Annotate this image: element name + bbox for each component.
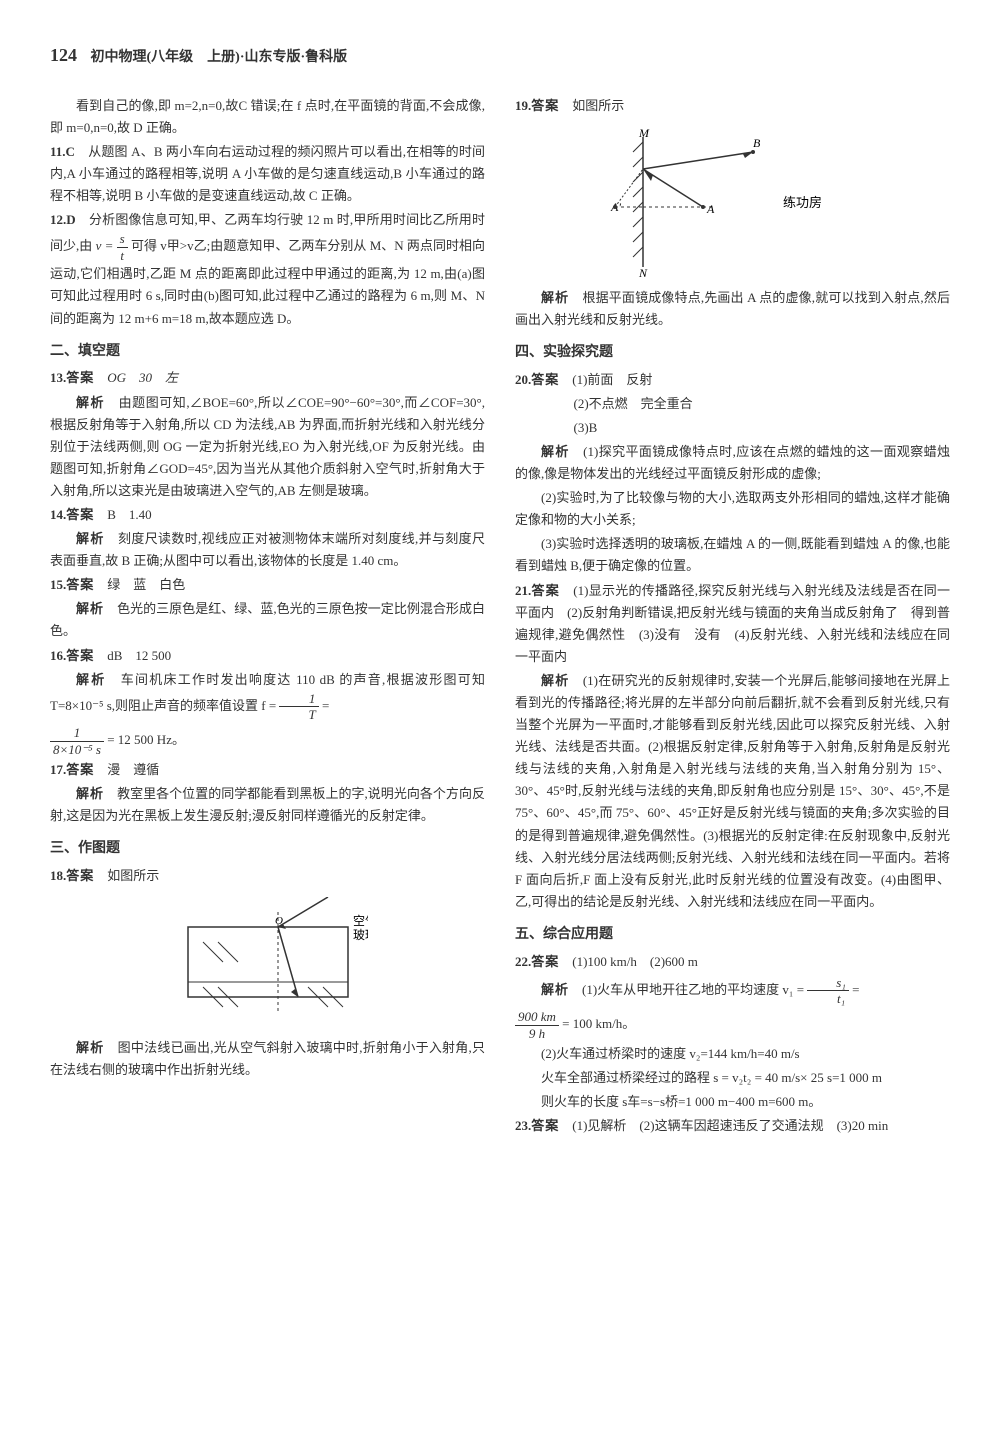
q20-num: 20. xyxy=(515,372,531,387)
q14-ex-text: 刻度尺读数时,视线应正对被测物体末端所对刻度线,并与刻度尺表面垂直,故 B 正确… xyxy=(50,531,485,568)
q23: 23.答案 (1)见解析 (2)这辆车因超速违反了交通法规 (3)20 min xyxy=(515,1115,950,1137)
q21: 21.答案 (1)显示光的传播路径,探究反射光线与入射光线及法线是否在同一平面内… xyxy=(515,580,950,668)
q19-num: 19. xyxy=(515,98,531,113)
q18-explain: 解析 图中法线已画出,光从空气斜射入玻璃中时,折射角小于入射角,只在法线右侧的玻… xyxy=(50,1037,485,1081)
section-draw: 三、作图题 xyxy=(50,837,485,861)
q12-num: 12.D xyxy=(50,212,76,227)
q14-ans: B 1.40 xyxy=(94,507,151,522)
header-title: 初中物理(八年级 上册)·山东专版·鲁科版 xyxy=(91,50,348,65)
q19: 19.答案 如图所示 xyxy=(515,95,950,117)
q20-ex2: (2)实验时,为了比较像与物的大小,选取两支外形相同的蜡烛,这样才能确定像和物的… xyxy=(515,487,950,531)
explain-label: 解析 xyxy=(76,395,105,410)
q22-ex-a: (1)火车从甲地开往乙地的平均速度 v₁ = xyxy=(569,982,807,997)
q18: 18.答案 如图所示 xyxy=(50,865,485,887)
q18-ex-text: 图中法线已画出,光从空气斜射入玻璃中时,折射角小于入射角,只在法线右侧的玻璃中作… xyxy=(50,1040,485,1077)
q13-ex-text: 由题图可知,∠BOE=60°,所以∠COE=90°−60°=30°,而∠COF=… xyxy=(50,395,485,498)
q13: 13.答案 OG 30 左 xyxy=(50,367,485,389)
q11: 11.C 从题图 A、B 两小车向右运动过程的频闪照片可以看出,在相等的时间内,… xyxy=(50,141,485,207)
q19-explain: 解析 根据平面镜成像特点,先画出 A 点的虚像,就可以找到入射点,然后画出入射光… xyxy=(515,287,950,331)
q20: 20.答案 (1)前面 反射 xyxy=(515,369,950,391)
section-exp: 四、实验探究题 xyxy=(515,341,950,365)
q19-figure: M N A' A B 练功房 xyxy=(515,127,950,277)
q17-num: 17. xyxy=(50,762,66,777)
q21-ans: (1)显示光的传播路径,探究反射光线与入射光线及法线是否在同一平面内 (2)反射… xyxy=(515,583,950,664)
main-columns: 看到自己的像,即 m=2,n=0,故C 错误;在 f 点时,在平面镜的背面,不会… xyxy=(50,95,950,1140)
q20-explain: 解析 (1)探究平面镜成像特点时,应该在点燃的蜡烛的这一面观察蜡烛的像,像是物体… xyxy=(515,441,950,485)
q20-ex3: (3)实验时选择透明的玻璃板,在蜡烛 A 的一侧,既能看到蜡烛 A 的像,也能看… xyxy=(515,533,950,577)
q18-ans: 如图所示 xyxy=(94,868,159,883)
svg-text:N: N xyxy=(638,266,648,277)
q16-eq: 18×10⁻⁵ s = 12 500 Hz。 xyxy=(50,725,485,757)
q16-ex-a: 车间机床工作时发出响度达 110 dB 的声音,根据波形图可知 T=8×10⁻⁵… xyxy=(50,672,485,713)
refraction-diagram: O 空气 玻璃 xyxy=(168,897,368,1027)
section-fill: 二、填空题 xyxy=(50,340,485,364)
q15-ans: 绿 蓝 白色 xyxy=(94,577,185,592)
q11-num: 11.C xyxy=(50,144,75,159)
page-number: 124 xyxy=(50,45,77,65)
q15: 15.答案 绿 蓝 白色 xyxy=(50,574,485,596)
q17-ex-text: 教室里各个位置的同学都能看到黑板上的字,说明光向各个方向反射,这是因为光在黑板上… xyxy=(50,786,485,823)
svg-text:玻璃: 玻璃 xyxy=(353,928,368,942)
q16-ans: dB 12 500 xyxy=(94,648,171,663)
page-header: 124 初中物理(八年级 上册)·山东专版·鲁科版 xyxy=(50,40,950,71)
q22-eq: 900 km9 h = 100 km/h。 xyxy=(515,1009,950,1041)
mirror-diagram: M N A' A B 练功房 xyxy=(603,127,863,277)
q14-explain: 解析 刻度尺读数时,视线应正对被测物体末端所对刻度线,并与刻度尺表面垂直,故 B… xyxy=(50,528,485,572)
q19-ans: 如图所示 xyxy=(559,98,624,113)
q20-ans2: (2)不点燃 完全重合 xyxy=(515,393,950,415)
q20-ans3: (3)B xyxy=(515,417,950,439)
q15-ex-text: 色光的三原色是红、绿、蓝,色光的三原色按一定比例混合形成白色。 xyxy=(50,601,485,638)
q15-explain: 解析 色光的三原色是红、绿、蓝,色光的三原色按一定比例混合形成白色。 xyxy=(50,598,485,642)
svg-text:A: A xyxy=(706,202,715,216)
q16-explain: 解析 车间机床工作时发出响度达 110 dB 的声音,根据波形图可知 T=8×1… xyxy=(50,669,485,723)
q22-ex-b: (2)火车通过桥梁时的速度 v₂=144 km/h=40 m/s xyxy=(515,1043,950,1065)
q22-ans: (1)100 km/h (2)600 m xyxy=(559,954,698,969)
p-continuation: 看到自己的像,即 m=2,n=0,故C 错误;在 f 点时,在平面镜的背面,不会… xyxy=(50,95,485,139)
q12: 12.D 分析图像信息可知,甲、乙两车均行驶 12 m 时,甲所用时间比乙所用时… xyxy=(50,209,485,330)
q13-explain: 解析 由题图可知,∠BOE=60°,所以∠COE=90°−60°=30°,而∠C… xyxy=(50,392,485,502)
q18-num: 18. xyxy=(50,868,66,883)
q18-figure: O 空气 玻璃 xyxy=(50,897,485,1027)
q21-ex-text: (1)在研究光的反射规律时,安装一个光屏后,能够间接地在光屏上看到光的传播路径;… xyxy=(515,673,950,909)
q14-num: 14. xyxy=(50,507,66,522)
q17: 17.答案 漫 遵循 xyxy=(50,759,485,781)
q19-ex-text: 根据平面镜成像特点,先画出 A 点的虚像,就可以找到入射点,然后画出入射光线和反… xyxy=(515,290,950,327)
right-column: 19.答案 如图所示 M N A' xyxy=(515,95,950,1140)
svg-text:B: B xyxy=(753,136,761,150)
svg-text:O: O xyxy=(275,915,283,927)
q13-num: 13. xyxy=(50,370,66,385)
q16: 16.答案 dB 12 500 xyxy=(50,645,485,667)
q14: 14.答案 B 1.40 xyxy=(50,504,485,526)
q22-num: 22. xyxy=(515,954,531,969)
q20-ex-text: (1)探究平面镜成像特点时,应该在点燃的蜡烛的这一面观察蜡烛的像,像是物体发出的… xyxy=(515,444,950,481)
left-column: 看到自己的像,即 m=2,n=0,故C 错误;在 f 点时,在平面镜的背面,不会… xyxy=(50,95,485,1140)
q17-ans: 漫 遵循 xyxy=(94,762,159,777)
q23-num: 23. xyxy=(515,1118,531,1133)
q17-explain: 解析 教室里各个位置的同学都能看到黑板上的字,说明光向各个方向反射,这是因为光在… xyxy=(50,783,485,827)
q22-explain: 解析 (1)火车从甲地开往乙地的平均速度 v₁ = s₁t₁ = xyxy=(515,975,950,1007)
q16-num: 16. xyxy=(50,648,66,663)
q22: 22.答案 (1)100 km/h (2)600 m xyxy=(515,951,950,973)
svg-text:M: M xyxy=(638,127,650,140)
q22-ex-d: 则火车的长度 s车=s−s桥=1 000 m−400 m=600 m。 xyxy=(515,1091,950,1113)
q21-explain: 解析 (1)在研究光的反射规律时,安装一个光屏后,能够间接地在光屏上看到光的传播… xyxy=(515,670,950,913)
answer-label: 答案 xyxy=(66,370,94,385)
svg-text:练功房: 练功房 xyxy=(783,195,822,210)
svg-text:空气: 空气 xyxy=(353,913,368,928)
section-app: 五、综合应用题 xyxy=(515,923,950,947)
q13-ans: OG 30 左 xyxy=(94,370,178,385)
q20-ans1: (1)前面 反射 xyxy=(559,372,652,387)
q22-ex-c: 火车全部通过桥梁经过的路程 s = v₂t₂ = 40 m/s× 25 s=1 … xyxy=(515,1067,950,1089)
q11-text: 从题图 A、B 两小车向右运动过程的频闪照片可以看出,在相等的时间内,A 小车通… xyxy=(50,144,485,203)
q21-num: 21. xyxy=(515,583,531,598)
q15-num: 15. xyxy=(50,577,66,592)
q23-ans: (1)见解析 (2)这辆车因超速违反了交通法规 (3)20 min xyxy=(559,1118,888,1133)
